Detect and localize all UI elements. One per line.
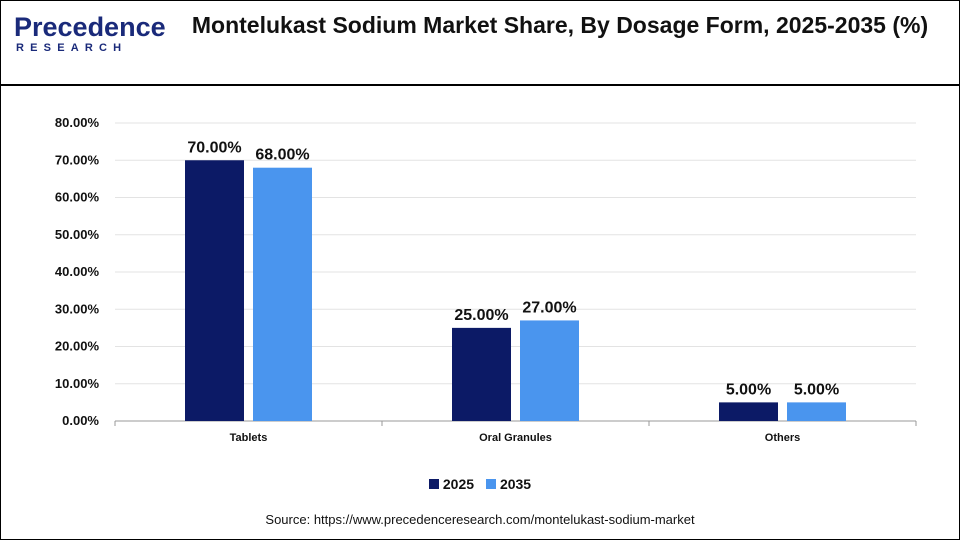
data-label: 27.00%	[522, 299, 576, 316]
data-label: 70.00%	[187, 139, 241, 156]
bar-2035-2	[787, 402, 846, 421]
header-divider	[0, 84, 960, 86]
y-tick-label: 20.00%	[55, 339, 100, 354]
y-tick-label: 30.00%	[55, 301, 100, 316]
y-tick-label: 50.00%	[55, 227, 100, 242]
y-tick-label: 80.00%	[55, 115, 100, 130]
y-tick-label: 60.00%	[55, 190, 100, 205]
bar-2035-0	[253, 167, 312, 421]
data-label: 25.00%	[454, 307, 508, 324]
legend-label-2025: 2025	[442, 476, 475, 492]
legend-item-2035: 2035	[485, 476, 532, 492]
legend-swatch-2025	[428, 479, 439, 489]
legend-swatch-2035	[485, 479, 496, 489]
logo-subtitle: RESEARCH	[16, 42, 128, 54]
data-label: 5.00%	[726, 381, 771, 398]
legend: 2025 2035	[0, 476, 960, 492]
x-tick-label: Others	[765, 432, 800, 444]
logo-wordmark: Precedence	[14, 12, 166, 42]
y-tick-label: 70.00%	[55, 152, 100, 167]
chart-title: Montelukast Sodium Market Share, By Dosa…	[191, 12, 929, 38]
x-tick-label: Oral Granules	[479, 432, 552, 444]
bar-chart: 0.00% 10.00% 20.00% 30.00% 40.00% 50.00% 60.00…	[55, 115, 917, 444]
data-label: 5.00%	[794, 381, 839, 398]
source-note: Source: https://www.precedenceresearch.c…	[265, 512, 695, 527]
bar-2025-2	[719, 402, 778, 421]
legend-item-2025: 2025	[428, 476, 475, 492]
bar-2035-1	[520, 320, 579, 421]
y-tick-label: 10.00%	[55, 376, 100, 391]
data-label: 68.00%	[255, 147, 309, 164]
bar-2025-0	[185, 160, 244, 421]
y-tick-label: 0.00%	[62, 413, 99, 428]
legend-label-2035: 2035	[499, 476, 532, 492]
x-tick-label: Tablets	[230, 432, 268, 444]
bar-2025-1	[452, 327, 511, 421]
y-tick-label: 40.00%	[55, 264, 100, 279]
precedence-research-logo: Precedence RESEARCH	[14, 12, 166, 62]
header: Precedence RESEARCH Montelukast Sodium M…	[0, 0, 960, 84]
